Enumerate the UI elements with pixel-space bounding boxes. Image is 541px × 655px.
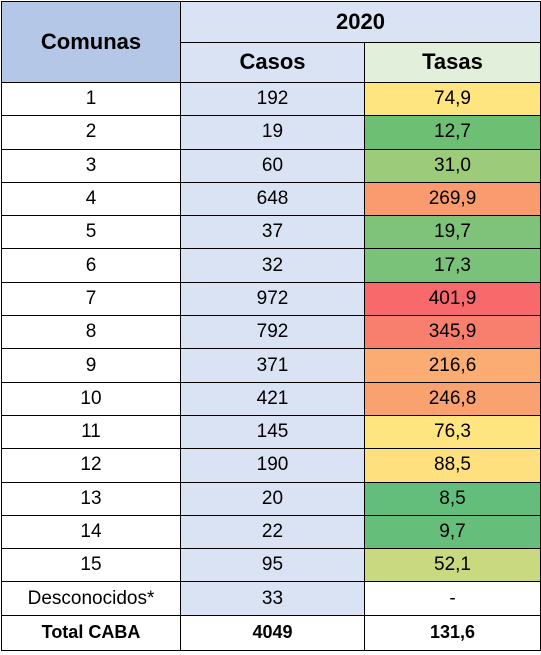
table-row: 7 972 401,9	[1, 281, 541, 317]
comunas-header: Comunas	[1, 1, 181, 83]
table-row: 6 32 17,3	[1, 248, 541, 283]
table-row: 13 20 8,5	[1, 481, 541, 516]
tasa-cell: 269,9	[363, 181, 541, 217]
casos-cell: 95	[180, 548, 365, 583]
casos-cell: 648	[180, 181, 365, 217]
comuna-cell: 11	[1, 414, 181, 450]
year-header: 2020	[179, 1, 541, 43]
comuna-cell: 1	[1, 81, 181, 117]
table-body: 1 192 74,9 2 19 12,7 3 60 31,0 4 648 269,9 5 37 19,7 6 3…	[1, 81, 541, 616]
table-row: 1 192 74,9	[1, 81, 541, 117]
casos-cell: 371	[180, 348, 365, 383]
casos-cell: 20	[180, 481, 365, 516]
total-tasa: 131,6	[363, 614, 541, 651]
table-row: 11 145 76,3	[1, 414, 541, 450]
comuna-cell: 13	[1, 481, 181, 516]
table-row: Desconocidos* 33-	[1, 581, 541, 616]
casos-cell: 192	[180, 81, 365, 117]
total-row: Total CABA 4049 131,6	[1, 614, 541, 651]
tasa-cell: 12,7	[363, 115, 541, 150]
tasa-cell: 31,0	[363, 148, 541, 183]
comuna-cell: 7	[1, 281, 181, 317]
table-row: 12 190 88,5	[1, 448, 541, 483]
comuna-cell: 8	[1, 315, 181, 350]
tasa-cell: 76,3	[363, 414, 541, 450]
tasa-cell: 216,6	[363, 348, 541, 383]
tasa-cell: 52,1	[363, 548, 541, 583]
tasa-cell: 88,5	[363, 448, 541, 483]
comuna-cell: Desconocidos*	[1, 581, 181, 616]
comuna-cell: 6	[1, 248, 181, 283]
comuna-cell: 15	[1, 548, 181, 583]
table-row: 10 421 246,8	[1, 381, 541, 416]
tasa-cell: 246,8	[363, 381, 541, 416]
comuna-cell: 4	[1, 181, 181, 217]
casos-cell: 145	[180, 414, 365, 450]
tasa-cell: -	[363, 581, 541, 616]
casos-cell: 32	[180, 248, 365, 283]
total-label: Total CABA	[1, 614, 181, 651]
casos-cell: 37	[180, 215, 365, 250]
tasa-cell: 345,9	[363, 315, 541, 350]
table-row: 2 19 12,7	[1, 115, 541, 150]
casos-cell: 421	[180, 381, 365, 416]
tasa-cell: 401,9	[363, 281, 541, 317]
table-row: 4 648 269,9	[1, 181, 541, 217]
total-casos: 4049	[180, 614, 365, 651]
table-row: 5 37 19,7	[1, 215, 541, 250]
table-row: 8 792 345,9	[1, 315, 541, 350]
casos-cell: 792	[180, 315, 365, 350]
tasa-cell: 9,7	[363, 514, 541, 550]
comuna-cell: 9	[1, 348, 181, 383]
tasa-cell: 19,7	[363, 215, 541, 250]
casos-header: Casos	[180, 41, 365, 83]
comuna-cell: 14	[1, 514, 181, 550]
table-row: 15 95 52,1	[1, 548, 541, 583]
tasa-cell: 74,9	[363, 81, 541, 117]
casos-cell: 190	[180, 448, 365, 483]
tasas-header: Tasas	[363, 41, 541, 83]
casos-cell: 22	[180, 514, 365, 550]
casos-cell: 19	[180, 115, 365, 150]
tasa-cell: 17,3	[363, 248, 541, 283]
comuna-cell: 5	[1, 215, 181, 250]
comuna-cell: 3	[1, 148, 181, 183]
table-row: 14 22 9,7	[1, 514, 541, 550]
tasa-cell: 8,5	[363, 481, 541, 516]
comuna-cell: 2	[1, 115, 181, 150]
casos-cell: 972	[180, 281, 365, 317]
comuna-cell: 12	[1, 448, 181, 483]
casos-cell: 33	[180, 581, 365, 616]
table-row: 9 371 216,6	[1, 348, 541, 383]
table-row: 3 60 31,0	[1, 148, 541, 183]
casos-cell: 60	[180, 148, 365, 183]
comuna-cell: 10	[1, 381, 181, 416]
